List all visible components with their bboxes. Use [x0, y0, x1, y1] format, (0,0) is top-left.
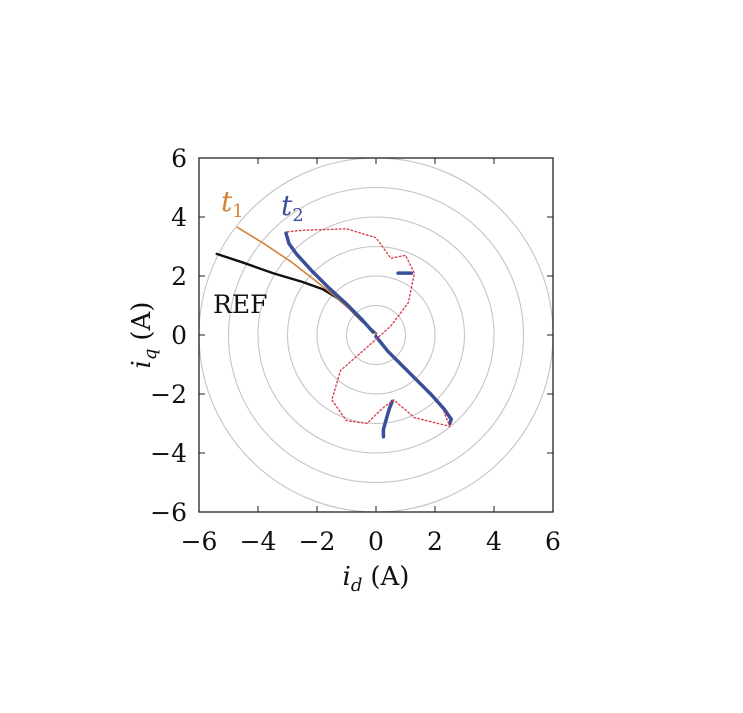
y-axis-label: iq(A) — [127, 302, 161, 369]
x-tick-label: 0 — [368, 527, 384, 556]
annotation-ref: REF — [213, 290, 267, 319]
annotation-t2: t2 — [281, 189, 304, 226]
series-line — [286, 228, 451, 428]
y-tick-label: 2 — [171, 262, 187, 291]
x-tick-label: 4 — [486, 527, 502, 556]
series-layer — [215, 226, 453, 439]
series-line — [374, 334, 453, 426]
series-line — [381, 399, 394, 439]
tick-layer: −6 −4 −2 0 2 4 6 6 4 2 0 −2 −4 −6 — [150, 144, 561, 556]
x-tick-label: −4 — [240, 527, 277, 556]
x-tick-label: −2 — [299, 527, 336, 556]
x-tick-label: 6 — [545, 527, 561, 556]
series-line — [284, 231, 375, 334]
y-tick-label: −6 — [150, 498, 187, 527]
grid-circle — [227, 186, 525, 484]
annotation-t1: t1 — [221, 185, 244, 222]
grid-circle — [257, 216, 495, 454]
x-tick-label: 2 — [427, 527, 443, 556]
y-tick-label: 6 — [171, 144, 187, 173]
y-tick-label: −2 — [150, 380, 187, 409]
x-tick-label: −6 — [181, 527, 218, 556]
y-tick-label: 4 — [171, 203, 187, 232]
x-axis-label: id (A) — [343, 562, 410, 596]
grid-circle — [345, 304, 407, 366]
y-tick-label: 0 — [171, 321, 187, 350]
y-tick-label: −4 — [150, 439, 187, 468]
grid-circle — [316, 275, 436, 395]
circle-grid — [199, 158, 553, 512]
grid-circle — [286, 245, 466, 425]
